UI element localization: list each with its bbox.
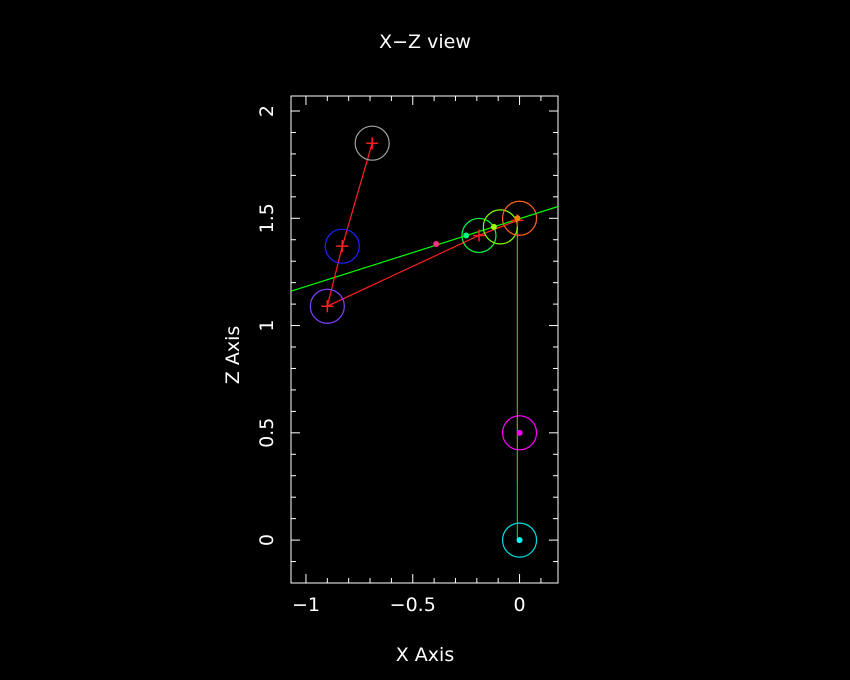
- joint-circles: [309, 125, 538, 558]
- y-tick-label: 0.5: [256, 418, 278, 448]
- dot-marker: [516, 537, 523, 544]
- dot-marker: [514, 215, 521, 222]
- cross-marker: [336, 240, 349, 253]
- cross-marker: [321, 300, 334, 313]
- x-axis-label: X Axis: [396, 644, 454, 666]
- x-tick-label: −1: [292, 594, 320, 616]
- x-tick-label: −0.5: [390, 594, 436, 616]
- joint-circle: [354, 125, 390, 161]
- y-tick-label: 1: [256, 320, 278, 332]
- segment-red-chain-upper: [326, 143, 373, 307]
- joint-circle: [324, 228, 360, 264]
- joint-circle: [461, 217, 497, 254]
- axis-ticks: −1 −0.5 0 0 0.5 1 1.5 2: [256, 96, 558, 616]
- x-tick-label: 0: [514, 594, 526, 616]
- joint-circle: [309, 288, 345, 324]
- y-axis-label: Z Axis: [222, 326, 244, 384]
- cross-marker: [472, 229, 485, 242]
- dot-marker: [516, 429, 523, 436]
- dot-marker: [433, 241, 440, 248]
- segment-red-chain-lower: [327, 219, 518, 307]
- plot-frame: [290, 95, 559, 584]
- joint-circle: [501, 415, 538, 451]
- chart-title: X−Z view: [379, 31, 471, 53]
- dot-markers: [433, 215, 523, 544]
- joint-circle: [501, 522, 538, 558]
- joint-circle: [482, 209, 518, 245]
- dot-marker: [490, 223, 497, 230]
- y-tick-label: 1.5: [256, 203, 278, 233]
- cross-marker: [366, 137, 379, 150]
- y-tick-label: 0: [256, 534, 278, 546]
- joint-circle: [501, 200, 538, 236]
- dot-marker: [463, 232, 470, 239]
- y-tick-label: 2: [256, 105, 278, 117]
- segment-lines: [290, 143, 559, 541]
